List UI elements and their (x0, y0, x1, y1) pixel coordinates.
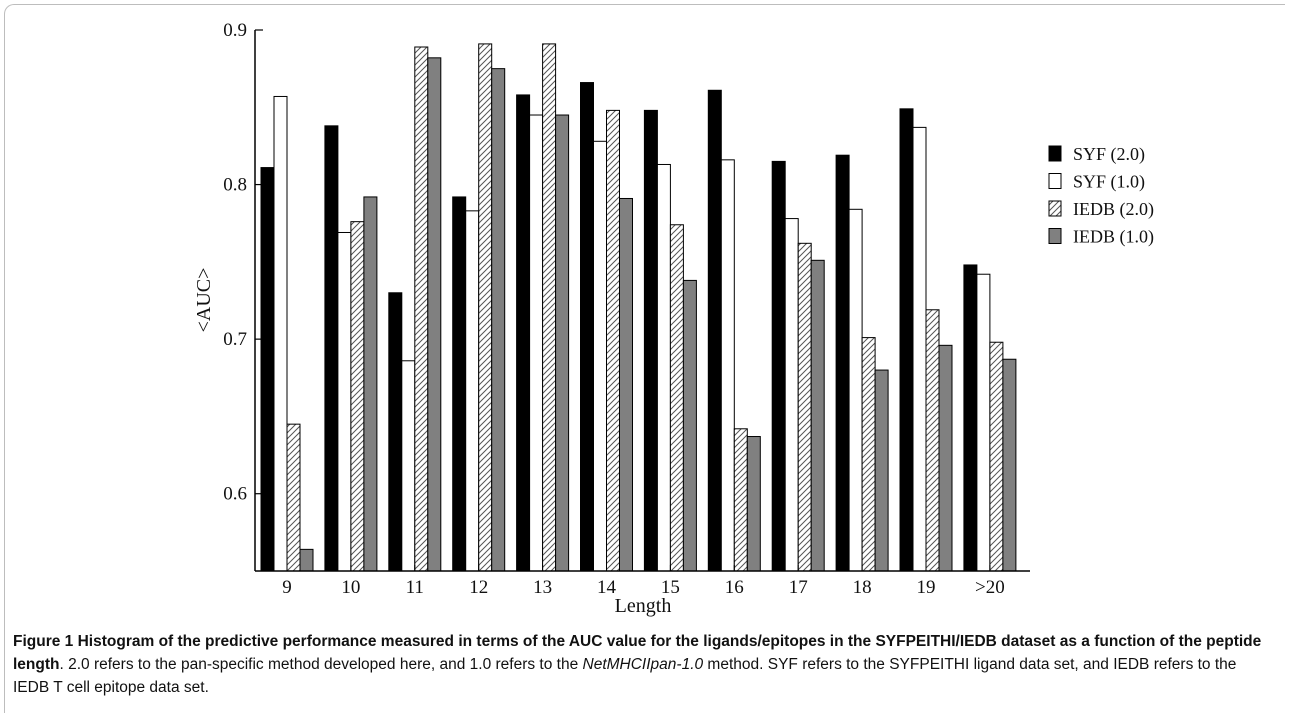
bar (976, 273, 991, 572)
bar (542, 43, 557, 572)
x-tick-label: 18 (853, 577, 872, 598)
legend-swatch (1048, 173, 1062, 189)
bar (337, 231, 352, 572)
caption-label: Figure 1 (13, 633, 74, 650)
bar (746, 436, 761, 572)
y-tick-label: 0.6 (223, 484, 247, 505)
x-tick-label: 11 (406, 577, 424, 598)
legend-label: SYF (1.0) (1073, 172, 1145, 193)
x-axis-label: Length (615, 595, 672, 617)
bar (707, 89, 722, 572)
bar (414, 46, 429, 572)
x-tick-label: 14 (597, 577, 617, 598)
bar (465, 210, 480, 572)
bar (593, 140, 607, 572)
bar (516, 94, 531, 572)
bar (643, 109, 658, 572)
bar (324, 125, 339, 572)
legend-swatch (1048, 200, 1062, 217)
x-tick-label: 9 (282, 577, 292, 598)
bar (669, 224, 684, 572)
bar (656, 163, 671, 572)
caption-title: Histogram of the predictive performance … (13, 633, 1262, 673)
x-tick-label: 16 (725, 577, 744, 598)
x-tick-label: 15 (661, 577, 680, 598)
x-axis-tick-labels: 9 10 11 12 13 14 15 16 17 18 19 >20 (282, 565, 1005, 598)
y-tick-label: 0.9 (223, 20, 247, 41)
bar (1002, 358, 1017, 572)
bar (784, 218, 799, 572)
bar (427, 57, 442, 572)
bar (478, 43, 493, 572)
y-tick-label: 0.8 (223, 175, 247, 196)
bars (260, 43, 1017, 572)
bar (491, 68, 506, 572)
bar (286, 423, 301, 572)
bar (401, 360, 416, 572)
legend-label: IEDB (1.0) (1073, 227, 1154, 248)
x-tick-label: 10 (341, 577, 360, 598)
legend-label: SYF (2.0) (1073, 144, 1145, 165)
bar (963, 264, 978, 572)
figure-frame (4, 4, 1285, 713)
bar (363, 196, 378, 572)
bar (619, 197, 633, 572)
bar (848, 208, 863, 572)
bar (771, 160, 786, 572)
bar (810, 259, 825, 572)
bar (899, 108, 914, 572)
legend: SYF (2.0) SYF (1.0) IEDB (2.0) IEDB (1.0) (1048, 144, 1154, 248)
bar-chart: 0.6 0.7 0.8 0.9 9 10 11 12 13 14 15 16 17 18 19 >20 Le… (193, 20, 1154, 617)
bar (861, 337, 876, 572)
legend-swatch (1048, 228, 1062, 244)
legend-swatch (1048, 145, 1062, 162)
y-tick-label: 0.7 (223, 329, 247, 350)
x-tick-label: 13 (533, 577, 552, 598)
bar (350, 221, 365, 572)
bar (260, 167, 275, 572)
bar (925, 309, 940, 572)
figure-caption: Figure 1 Histogram of the predictive per… (13, 630, 1275, 699)
bar (938, 344, 953, 572)
caption-text-2: method. SYF refers to the SYFPEITHI liga… (13, 656, 1237, 696)
bar (682, 279, 697, 572)
bar (580, 82, 594, 572)
bar (835, 154, 850, 572)
bar (606, 109, 620, 572)
bar (874, 369, 889, 572)
bar (452, 196, 467, 572)
x-tick-label: 12 (469, 577, 488, 598)
y-axis-label: <AUC> (193, 268, 215, 333)
bar (733, 428, 748, 572)
bar (299, 548, 314, 572)
x-tick-label: 17 (789, 577, 808, 598)
legend-label: IEDB (2.0) (1073, 199, 1154, 220)
bar (797, 242, 812, 572)
caption-method-name: NetMHCIIpan-1.0 (582, 656, 704, 673)
bar (555, 114, 570, 572)
x-tick-label: 19 (917, 577, 936, 598)
caption-text-1: . 2.0 refers to the pan-specific method … (59, 656, 583, 673)
bar (388, 292, 403, 572)
bar (529, 114, 544, 572)
bar (912, 126, 927, 572)
y-axis: 0.6 0.7 0.8 0.9 (223, 20, 263, 505)
bar (989, 341, 1004, 572)
bar (273, 95, 288, 572)
x-tick-label: >20 (975, 577, 1005, 598)
bar (720, 159, 735, 572)
